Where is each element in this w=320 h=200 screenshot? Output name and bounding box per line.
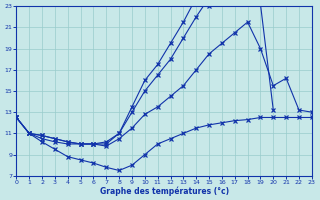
X-axis label: Graphe des températures (°c): Graphe des températures (°c) (100, 186, 229, 196)
